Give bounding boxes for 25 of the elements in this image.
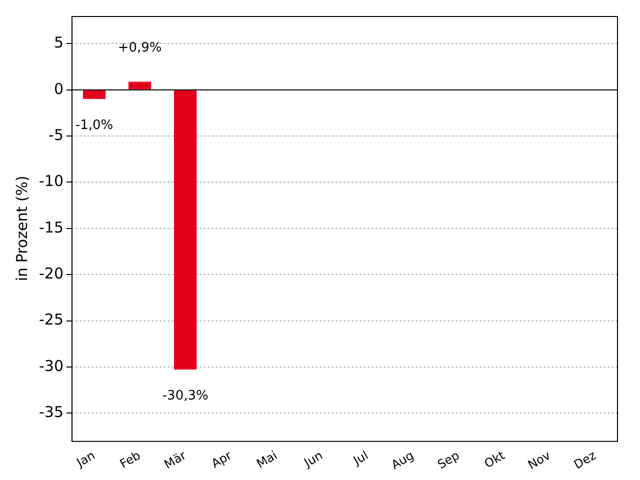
y-tick-label: -15 xyxy=(39,218,64,236)
x-tick-label: Sep xyxy=(435,448,462,472)
y-axis-title: in Prozent (%) xyxy=(12,176,31,282)
data-label: -30,3% xyxy=(162,388,208,404)
x-tick-label: Mär xyxy=(162,448,188,472)
x-tick-label: Apr xyxy=(208,448,234,471)
y-tick-label: -25 xyxy=(39,310,64,329)
y-tick-label: -20 xyxy=(39,264,64,282)
x-tick-label: Jun xyxy=(300,448,326,470)
y-tick-label: -5 xyxy=(48,126,64,144)
y-tick-label: -10 xyxy=(39,172,64,190)
x-tick-label: Aug xyxy=(388,448,416,472)
x-tick-label: Okt xyxy=(482,448,508,471)
data-label: +0,9% xyxy=(118,40,162,56)
y-tick-label: -35 xyxy=(39,403,64,421)
x-tick-label: Mai xyxy=(254,448,280,471)
y-tick-label: -30 xyxy=(39,356,64,375)
x-tick-label: Dez xyxy=(571,448,598,472)
data-label: -1,0% xyxy=(75,118,114,133)
x-tick-label: Jul xyxy=(350,448,371,468)
x-tick-label: Nov xyxy=(525,448,553,472)
x-tick-label: Jan xyxy=(73,448,98,470)
x-tick-label: Feb xyxy=(117,448,143,471)
y-tick-label: 0 xyxy=(54,80,64,98)
y-tick-label: 5 xyxy=(54,34,64,52)
